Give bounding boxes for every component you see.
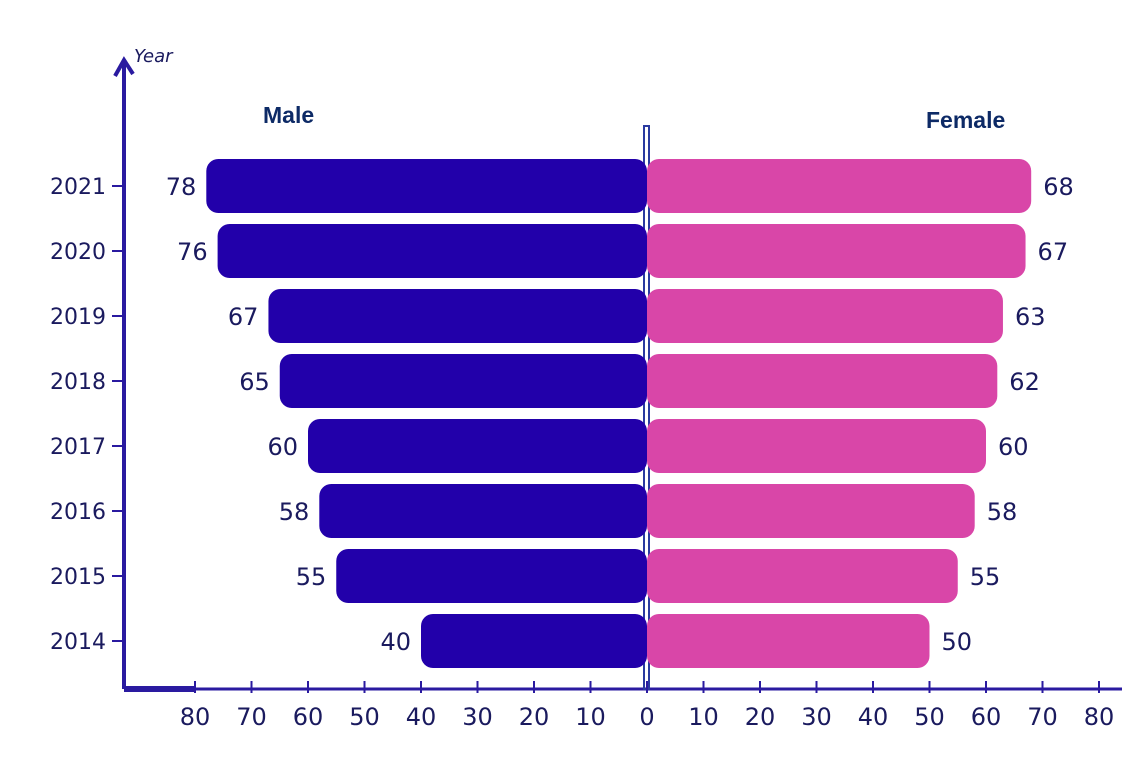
x-tick-left-label: 20 <box>519 703 550 731</box>
data-label-male: 60 <box>267 433 298 461</box>
y-tick-label: 2016 <box>50 500 106 525</box>
bar-male <box>279 354 647 408</box>
data-label-male: 55 <box>296 563 327 591</box>
legend-male: Male <box>263 102 314 128</box>
data-label-male: 76 <box>177 238 208 266</box>
data-label-male: 40 <box>380 628 411 656</box>
y-axis-arrow-icon <box>113 56 135 77</box>
labels: 78 76 67 65 60 58 55 40 68 67 63 62 60 58 55 50 <box>166 173 1074 656</box>
data-label-male: 67 <box>228 303 259 331</box>
data-label-female: 62 <box>1009 368 1040 396</box>
bar-male <box>336 549 647 603</box>
x-tick-right-label: 70 <box>1027 703 1058 731</box>
x-tick-left-label: 50 <box>349 703 380 731</box>
center-divider <box>643 125 650 690</box>
y-tick-label: 2014 <box>50 630 106 655</box>
x-tick-right-label: 50 <box>914 703 945 731</box>
axes: 80 70 60 50 40 30 20 10 0 10 20 30 40 50 60 70 80 2021 202… <box>50 56 1122 731</box>
legend-female: Female <box>926 107 1005 133</box>
bar-male <box>319 484 647 538</box>
y-tick-label: 2018 <box>50 370 106 395</box>
x-tick-left-label: 60 <box>293 703 324 731</box>
bar-female <box>647 289 1003 343</box>
y-axis-title: Year <box>134 46 174 67</box>
y-tick-label: 2017 <box>50 435 106 460</box>
data-label-male: 65 <box>239 368 270 396</box>
x-tick-left-label: 30 <box>462 703 493 731</box>
y-tick-label: 2020 <box>50 240 106 265</box>
bars <box>206 159 1032 668</box>
x-tick-left-label: 70 <box>236 703 267 731</box>
data-label-female: 58 <box>987 498 1018 526</box>
bar-female <box>647 354 998 408</box>
x-tick-right-label: 80 <box>1084 703 1115 731</box>
x-tick-left-label: 40 <box>406 703 437 731</box>
y-tick-label: 2021 <box>50 175 106 200</box>
bar-female <box>647 549 958 603</box>
bar-female <box>647 614 930 668</box>
bar-male <box>217 224 647 278</box>
x-tick-right-label: 40 <box>858 703 889 731</box>
data-label-male: 78 <box>166 173 197 201</box>
y-tick-label: 2019 <box>50 305 106 330</box>
data-label-female: 68 <box>1043 173 1074 201</box>
y-tick-label: 2015 <box>50 565 106 590</box>
data-label-female: 67 <box>1038 238 1069 266</box>
x-tick-center-label: 0 <box>639 703 654 731</box>
bar-male <box>308 419 647 473</box>
x-tick-left-label: 10 <box>575 703 606 731</box>
bar-female <box>647 224 1026 278</box>
bar-male <box>206 159 648 213</box>
bar-male <box>268 289 647 343</box>
x-tick-right-label: 30 <box>801 703 832 731</box>
x-tick-right-label: 60 <box>971 703 1002 731</box>
x-tick-left-label: 80 <box>180 703 211 731</box>
bar-female <box>647 419 986 473</box>
x-tick-right-label: 10 <box>688 703 719 731</box>
data-label-female: 55 <box>970 563 1001 591</box>
x-tick-right-label: 20 <box>745 703 776 731</box>
data-label-male: 58 <box>279 498 310 526</box>
bar-female <box>647 159 1032 213</box>
data-label-female: 63 <box>1015 303 1046 331</box>
bar-female <box>647 484 975 538</box>
data-label-female: 60 <box>998 433 1029 461</box>
bar-male <box>421 614 647 668</box>
data-label-female: 50 <box>942 628 973 656</box>
